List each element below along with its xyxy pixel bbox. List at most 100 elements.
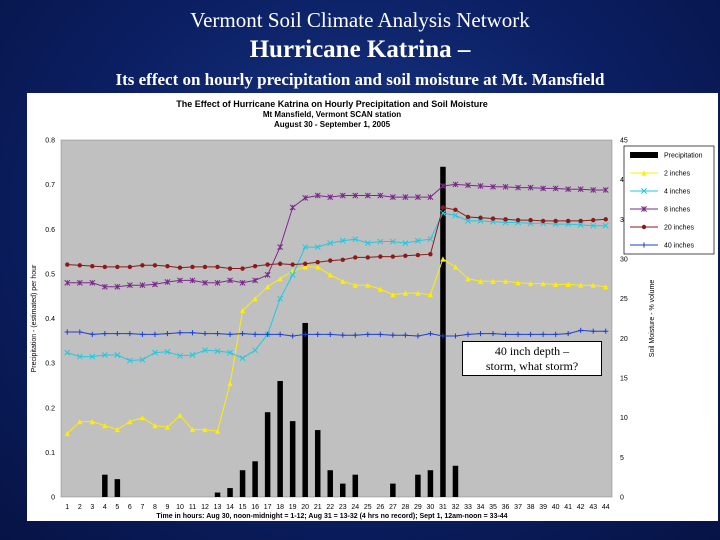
series-20-inches-point — [165, 263, 170, 269]
chart-annotation: 40 inch depth – storm, what storm? — [462, 341, 602, 376]
series-2-inches-point — [77, 419, 83, 425]
x-tick-label: 38 — [527, 504, 535, 511]
series-40-inches-point — [427, 330, 434, 337]
series-20-inches-point — [277, 261, 283, 266]
series-20-inches-point — [265, 262, 270, 267]
series-8-inches-point — [552, 185, 559, 192]
series-20-inches-point — [390, 254, 396, 259]
precipitation-bar — [114, 479, 121, 497]
series-8-inches-point — [427, 194, 434, 201]
series-2-inches-point — [252, 296, 258, 302]
series-8-inches-point — [227, 277, 234, 284]
series-40-inches-point — [102, 330, 108, 337]
precipitation-bar — [277, 380, 283, 497]
series-2-inches-point — [64, 430, 70, 437]
series-4-inches-point — [189, 352, 196, 358]
x-tick-label: 5 — [115, 504, 119, 511]
series-2-inches-point — [590, 282, 596, 288]
x-tick-label: 30 — [427, 504, 435, 511]
x-axis-title: Time in hours: Aug 30, noon-midnight = 1… — [156, 513, 507, 520]
series-4-inches-point — [402, 240, 409, 247]
series-40-inches-point — [302, 331, 308, 337]
series-4-inches-point — [502, 219, 509, 226]
precipitation-bar — [302, 322, 308, 497]
legend-entry-label: 8 inches — [664, 207, 691, 214]
series-4-inches-point — [552, 221, 559, 228]
series-20-inches-point — [115, 264, 120, 270]
precipitation-bar — [264, 412, 271, 497]
slide-subheading: Its effect on hourly precipitation and s… — [115, 70, 605, 89]
series-20-inches-point — [540, 218, 546, 224]
series-2-inches-point — [177, 412, 183, 418]
y-right-tick-label: 20 — [620, 336, 628, 343]
precipitation-bar — [289, 421, 296, 497]
series-40-inches-point — [214, 330, 221, 337]
series-2-inches-point — [465, 276, 471, 282]
annotation-line2: storm, what storm? — [485, 359, 579, 373]
series-20-inches-point — [127, 264, 133, 270]
series-2-inches-point — [327, 272, 333, 278]
series-8-inches-point — [389, 194, 396, 201]
series-8-inches-point — [364, 192, 371, 199]
y-right-tick-label: 5 — [620, 455, 624, 462]
x-tick-label: 7 — [140, 504, 144, 511]
series-8-inches-point — [402, 194, 409, 201]
annotation-line1: 40 inch depth – — [494, 344, 570, 358]
series-8-inches-point — [515, 184, 522, 191]
precipitation-bar — [340, 483, 346, 497]
series-2-inches-point — [352, 282, 358, 288]
series-40-inches-point — [578, 327, 584, 333]
series-2-inches-point — [164, 424, 171, 430]
series-4-inches-point — [177, 352, 183, 359]
series-20-inches-point — [503, 217, 508, 222]
series-8-inches-point — [465, 182, 471, 189]
series-8-inches-point — [239, 279, 246, 286]
series-40-inches-point — [603, 328, 609, 334]
x-tick-label: 40 — [552, 504, 560, 511]
x-tick-label: 25 — [364, 504, 372, 511]
series-20-inches-point — [328, 258, 333, 263]
series-4-inches-point — [114, 352, 121, 358]
series-20-inches-point — [202, 264, 208, 270]
series-20-inches-point — [177, 265, 183, 270]
series-40-inches-point — [452, 333, 459, 339]
series-40-inches-point — [565, 330, 571, 337]
series-20-inches-point — [102, 264, 108, 270]
x-tick-label: 31 — [439, 504, 447, 511]
series-4-inches-point — [302, 244, 309, 251]
x-tick-label: 19 — [289, 504, 297, 511]
legend-swatch-precipitation — [630, 152, 658, 158]
x-tick-label: 22 — [326, 504, 334, 511]
series-4-inches-point — [590, 222, 597, 229]
series-2-inches-point — [277, 276, 283, 282]
series-4-inches-point — [151, 349, 158, 356]
x-tick-label: 13 — [214, 504, 222, 511]
legend-swatch-marker — [641, 170, 647, 176]
series-4-inches-point — [314, 244, 321, 251]
series-20-inches-point — [565, 218, 571, 224]
series-40-inches-point — [352, 332, 358, 338]
x-tick-label: 16 — [251, 504, 259, 511]
chart-title-line-1: The Effect of Hurricane Katrina on Hourl… — [176, 99, 488, 109]
series-20-inches-point — [190, 264, 195, 270]
series-4-inches-point — [389, 238, 396, 245]
series-4-inches-point — [339, 237, 346, 244]
series-2-inches-line — [66, 258, 606, 434]
x-tick-label: 24 — [351, 504, 359, 511]
series-2-inches-point — [502, 278, 509, 284]
series-2-inches-point — [377, 286, 383, 292]
x-tick-label: 20 — [301, 504, 309, 511]
series-2-inches-point — [202, 426, 208, 433]
series-40-inches-point — [315, 331, 321, 337]
series-2-inches-point — [528, 280, 534, 287]
y-left-axis-title: Precipitation - (estimated) per hour — [31, 264, 38, 372]
series-8-inches-point — [477, 183, 484, 189]
y-right-tick-label: 30 — [620, 257, 628, 264]
precipitation-bar — [314, 430, 321, 497]
y-right-tick-label: 25 — [620, 296, 628, 303]
slide-title: Vermont Soil Climate Analysis Network — [190, 8, 530, 32]
x-tick-label: 43 — [589, 504, 597, 511]
x-tick-label: 15 — [239, 504, 247, 511]
series-40-inches-point — [327, 331, 333, 337]
series-8-inches-point — [302, 194, 309, 201]
